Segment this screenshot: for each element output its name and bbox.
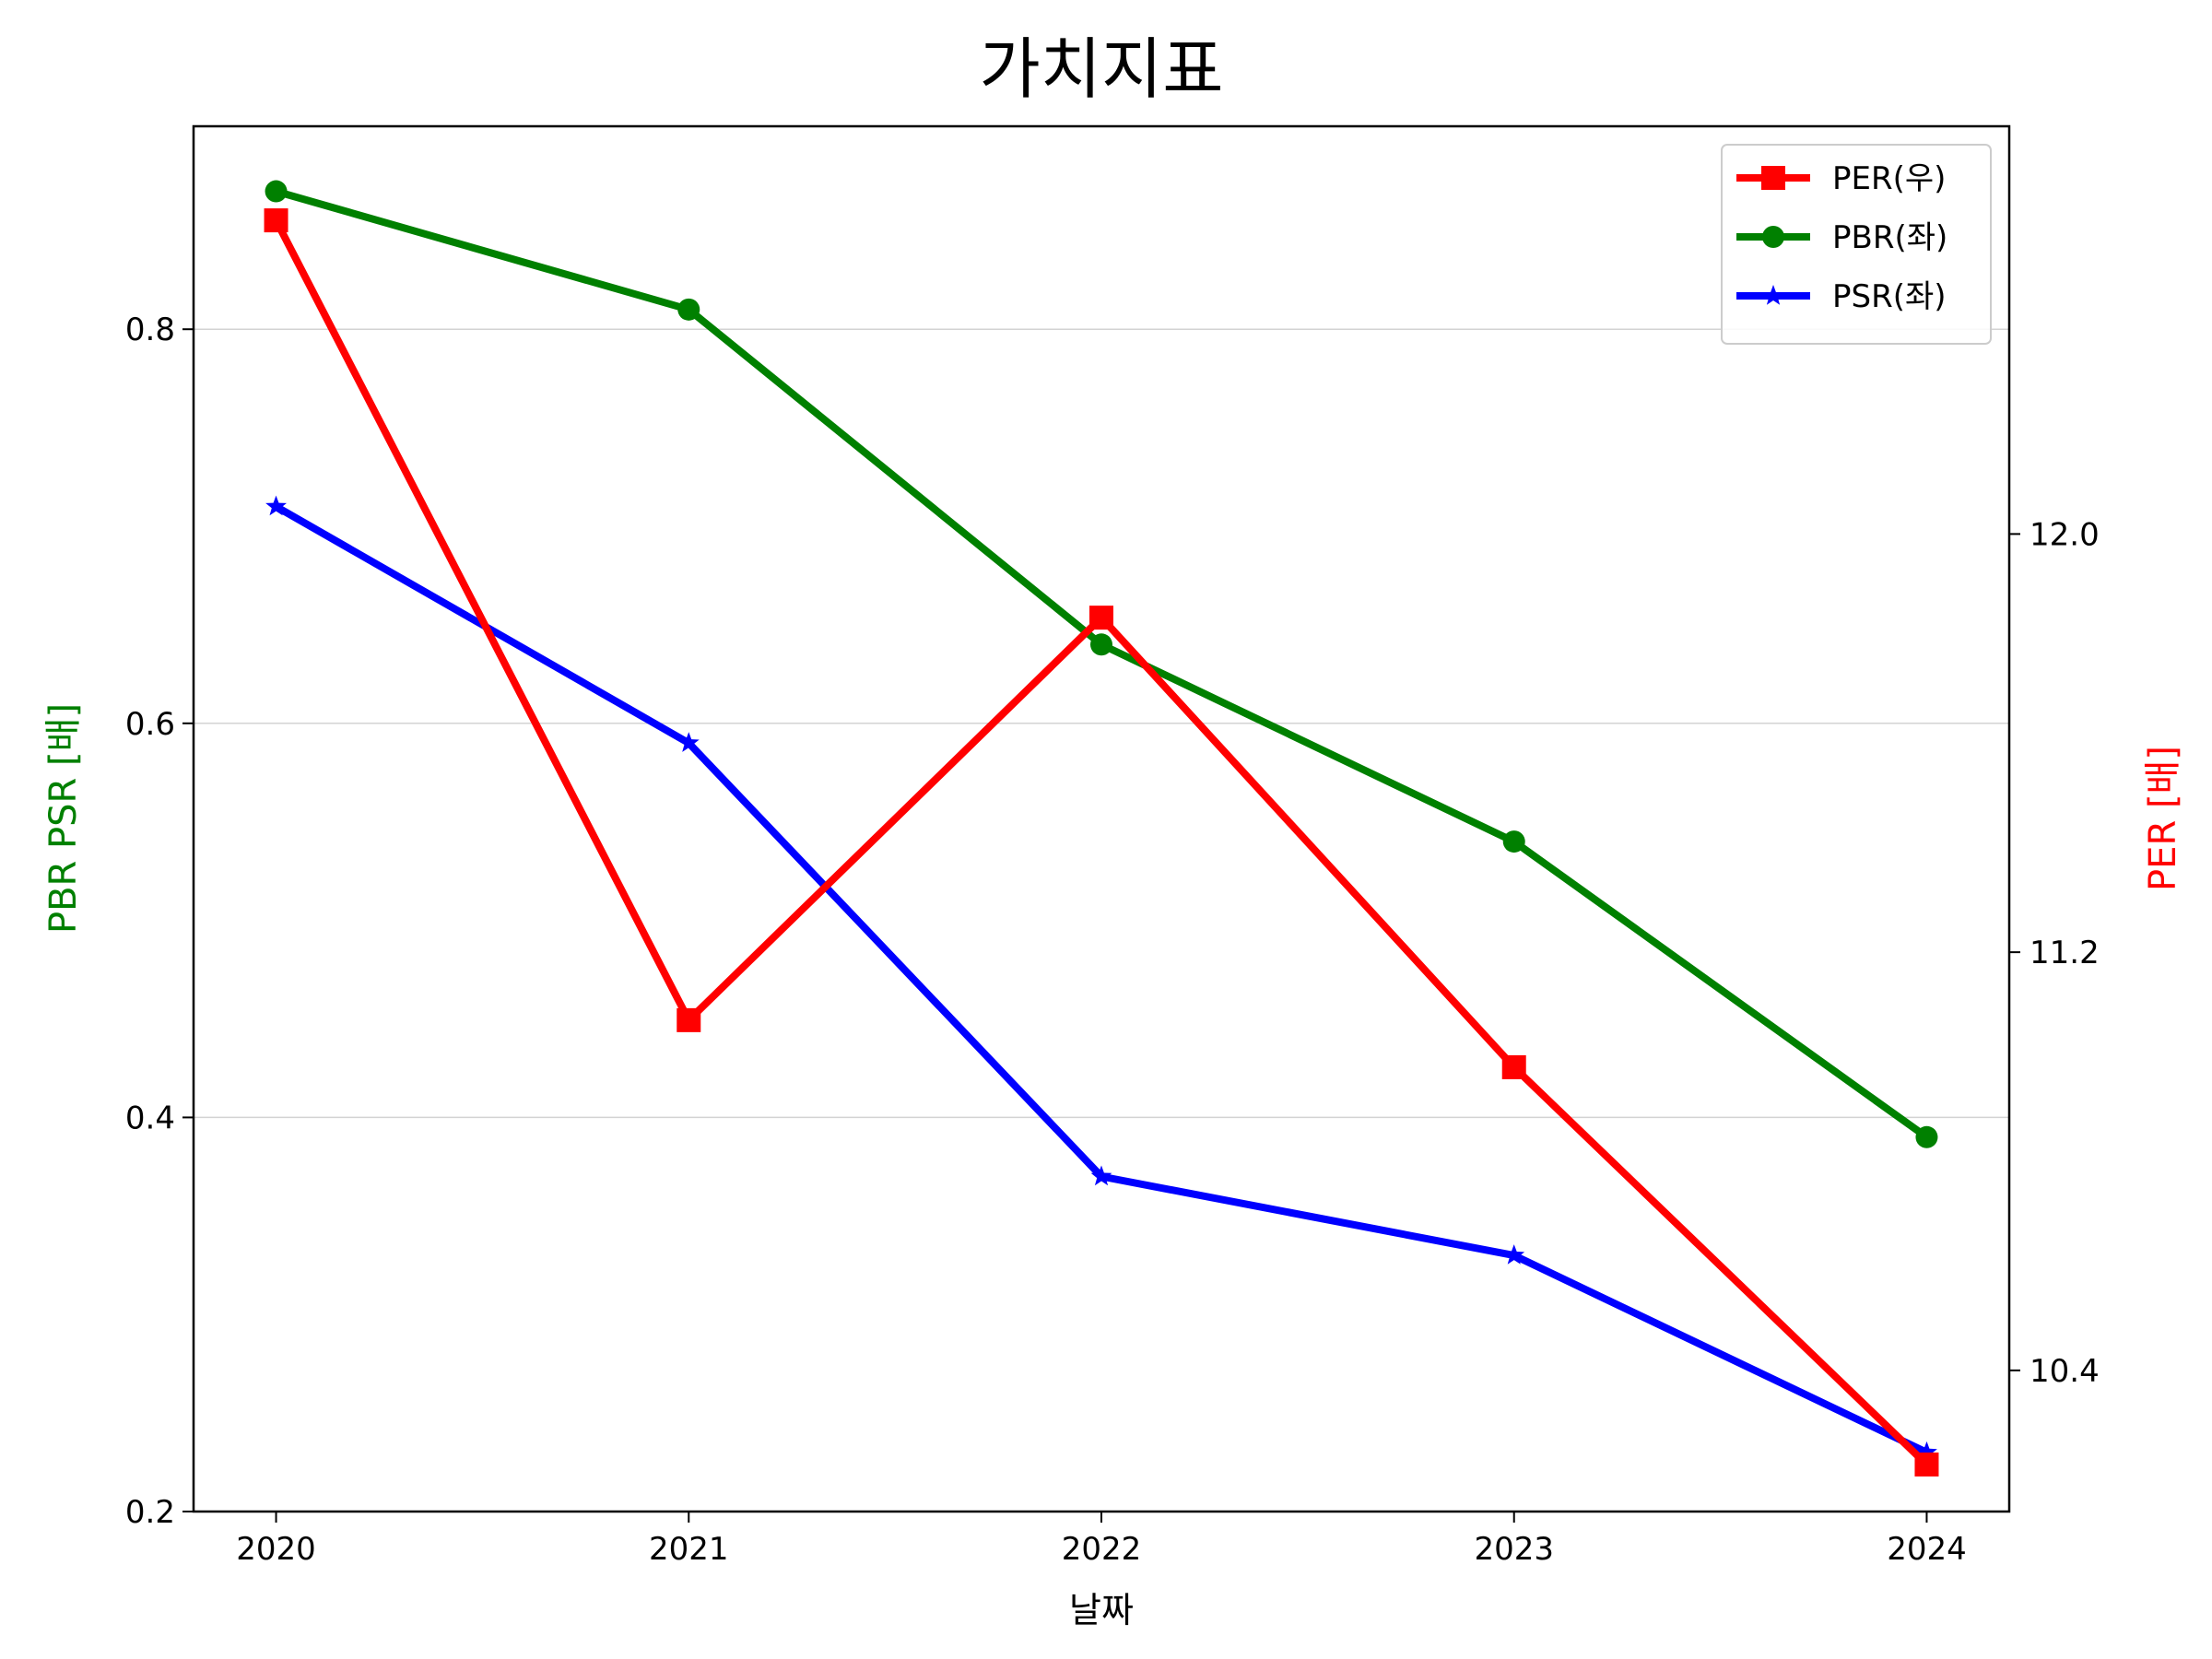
data-point — [677, 1007, 701, 1032]
data-point — [1090, 1165, 1112, 1186]
data-point — [265, 495, 287, 516]
x-tick-label: 2021 — [649, 1531, 729, 1568]
legend-marker — [1761, 166, 1785, 190]
data-point — [677, 732, 700, 752]
right-y-tick-label: 11.2 — [2030, 935, 2100, 971]
x-tick-label: 2024 — [1887, 1531, 1967, 1568]
left-y-tick-label: 0.4 — [125, 1100, 175, 1136]
data-point — [1502, 830, 1525, 853]
left-y-tick-label: 0.2 — [125, 1494, 175, 1531]
legend: PER(우) PBR(좌) PSR(좌) — [1721, 144, 1992, 345]
series-PER(우) — [264, 208, 1939, 1477]
series-layer — [264, 180, 1939, 1477]
data-point — [265, 180, 288, 203]
x-tick-label: 2023 — [1474, 1531, 1554, 1568]
legend-marker — [1762, 226, 1784, 248]
x-tick-label: 2020 — [236, 1531, 316, 1568]
series-PSR(좌) — [265, 495, 1937, 1462]
data-point — [1503, 1244, 1525, 1265]
legend-entry: PBR(좌) — [1736, 219, 1947, 256]
x-axis: 2020 2021 2022 2023 2024 — [236, 1512, 1967, 1568]
left-y-axis-label: PBR PSR [배] — [42, 703, 85, 934]
x-tick-label: 2022 — [1062, 1531, 1142, 1568]
data-point — [1501, 1054, 1526, 1079]
data-point — [677, 298, 700, 321]
legend-label: PSR(좌) — [1832, 278, 1947, 315]
right-y-tick-label: 10.4 — [2030, 1353, 2100, 1390]
legend-label: PER(우) — [1832, 160, 1946, 197]
left-y-axis: 0.2 0.4 0.6 0.8 — [125, 312, 194, 1531]
right-y-axis: 10.4 11.2 12.0 — [2009, 516, 2100, 1390]
legend-entry: PER(우) — [1736, 160, 1946, 197]
data-point — [264, 208, 288, 233]
data-point — [1914, 1452, 1939, 1477]
right-y-tick-label: 12.0 — [2030, 516, 2100, 553]
left-y-tick-label: 0.8 — [125, 312, 175, 348]
legend-label: PBR(좌) — [1832, 219, 1947, 256]
legend-entry: PSR(좌) — [1736, 278, 1947, 315]
data-point — [1089, 606, 1113, 630]
data-point — [1915, 1125, 1938, 1148]
series-PBR(좌) — [265, 180, 1938, 1148]
data-point — [1090, 633, 1112, 656]
right-y-axis-label: PER [배] — [2142, 746, 2184, 891]
left-y-tick-label: 0.6 — [125, 706, 175, 743]
data-point — [1916, 1441, 1937, 1462]
chart-title: 가치지표 — [980, 30, 1224, 108]
legend-marker — [1762, 285, 1784, 305]
x-axis-label: 날짜 — [1069, 1590, 1134, 1630]
